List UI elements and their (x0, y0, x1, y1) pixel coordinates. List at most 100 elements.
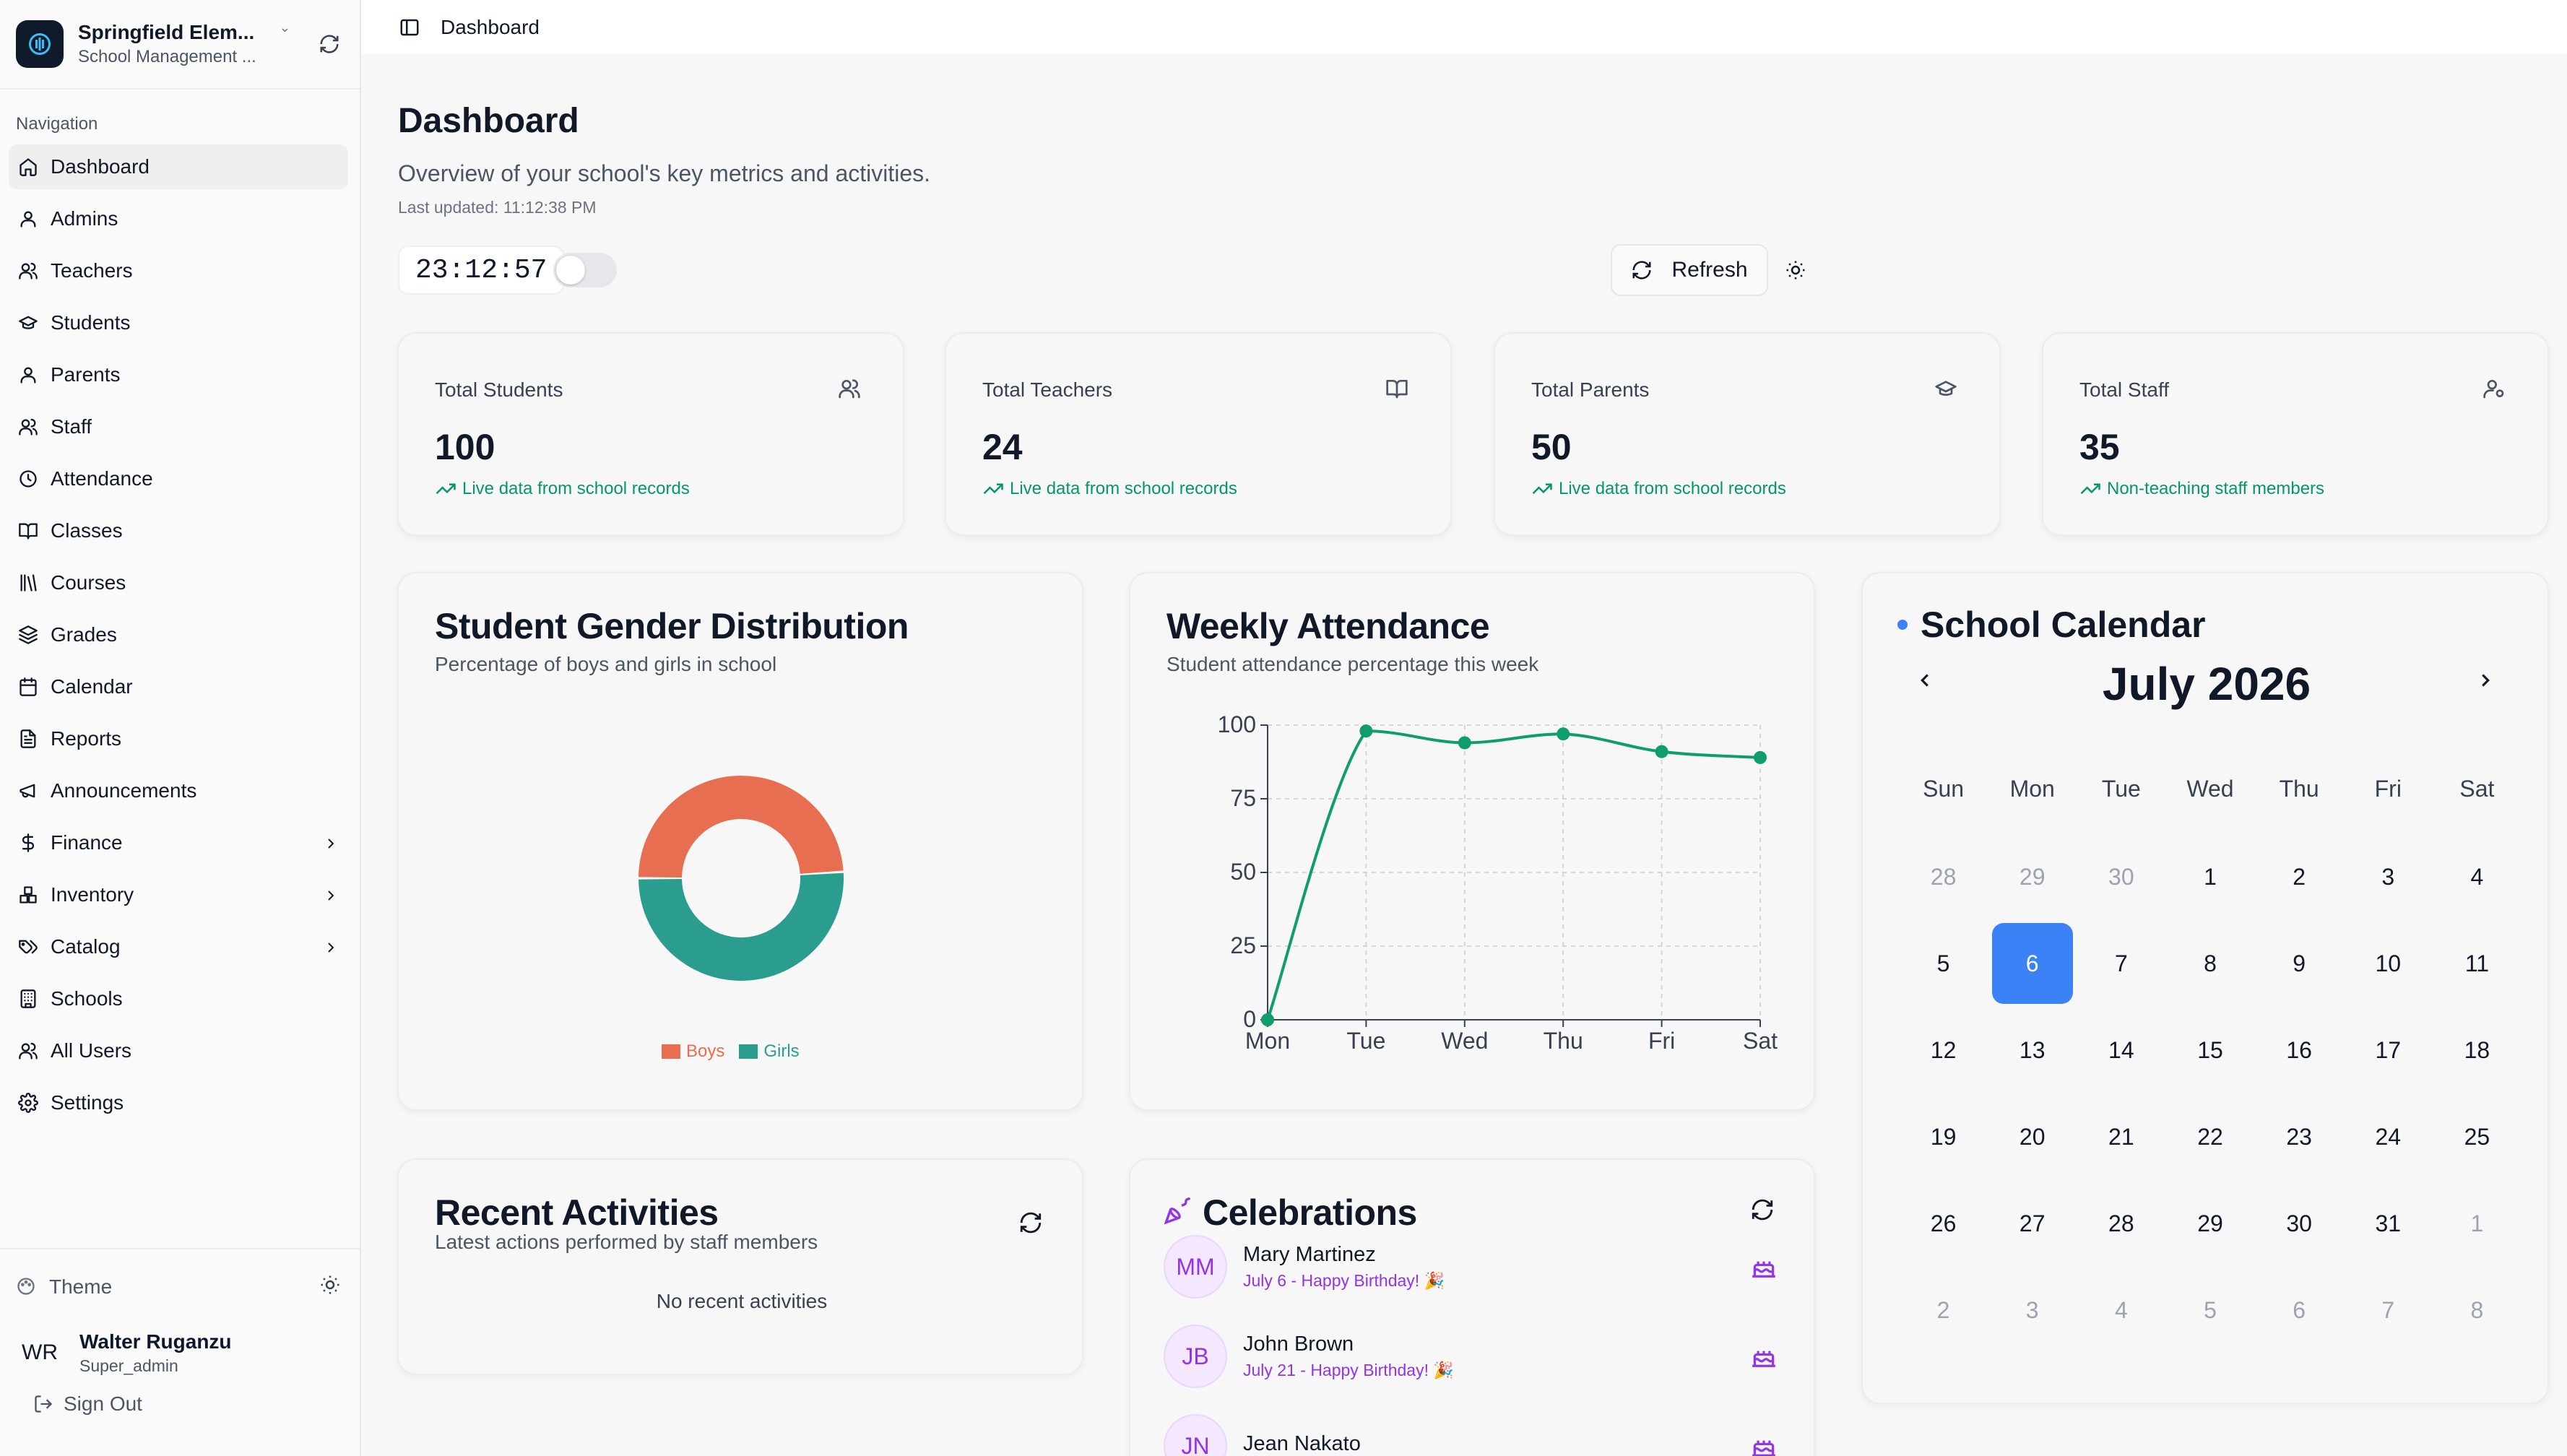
sidebar-item-label: Inventory (51, 883, 134, 906)
card-title: Celebrations (1203, 1192, 1417, 1233)
refresh-icon[interactable] (1018, 1210, 1044, 1236)
calendar-day[interactable]: 30 (2108, 863, 2134, 890)
calendar-day[interactable]: 12 (1930, 1036, 1957, 1063)
donut-slice-boys[interactable] (638, 776, 844, 878)
calendar-day[interactable]: 20 (2019, 1123, 2046, 1150)
calendar-day[interactable]: 18 (2464, 1036, 2490, 1063)
calendar-day[interactable]: 28 (2108, 1210, 2134, 1236)
sidebar-item-all-users[interactable]: All Users (9, 1028, 348, 1073)
school-switcher[interactable]: Springfield Elem... School Management ..… (0, 0, 360, 90)
sidebar-item-schools[interactable]: Schools (9, 976, 348, 1021)
sidebar-item-label: Classes (51, 519, 123, 542)
data-point-sat[interactable] (1754, 750, 1767, 764)
data-point-mon[interactable] (1261, 1013, 1274, 1026)
sidebar-item-settings[interactable]: Settings (9, 1080, 348, 1125)
sidebar-item-teachers[interactable]: Teachers (9, 248, 348, 293)
sidebar-item-parents[interactable]: Parents (9, 352, 348, 397)
calendar-day[interactable]: 7 (2381, 1296, 2395, 1323)
calendar-day[interactable]: 16 (2286, 1036, 2312, 1063)
file-text-icon (17, 728, 39, 750)
calendar-day[interactable]: 30 (2286, 1210, 2312, 1236)
sidebar-item-grades[interactable]: Grades (9, 612, 348, 657)
calendar-week: 2 3 4 5 6 7 8 (1899, 1267, 2521, 1353)
user-profile[interactable]: WR Walter Ruganzu Super_admin (0, 1310, 360, 1377)
calendar-day[interactable]: 27 (2019, 1210, 2046, 1236)
calendar-day[interactable]: 29 (2197, 1210, 2223, 1236)
sun-icon[interactable] (319, 1274, 341, 1301)
calendar-day[interactable]: 2 (1936, 1296, 1950, 1323)
calendar-day[interactable]: 7 (2114, 950, 2128, 976)
calendar-day[interactable]: 29 (2019, 863, 2046, 890)
data-point-tue[interactable] (1359, 724, 1373, 738)
live-clock: 23:12:57 (398, 246, 565, 295)
stat-value: 100 (435, 427, 495, 467)
calendar-day[interactable]: 10 (2375, 950, 2402, 976)
calendar-day[interactable]: 1 (2470, 1210, 2484, 1236)
trending-up-icon (1531, 478, 1559, 500)
theme-toggle[interactable]: Theme (9, 1264, 348, 1310)
calendar-day[interactable]: 24 (2375, 1123, 2402, 1150)
chevron-left-icon[interactable] (1910, 666, 1939, 695)
sidebar-item-reports[interactable]: Reports (9, 716, 348, 761)
sidebar-item-staff[interactable]: Staff (9, 404, 348, 449)
sidebar-item-classes[interactable]: Classes (9, 508, 348, 553)
weekday-label: Thu (2279, 776, 2319, 802)
palette-icon (16, 1276, 38, 1298)
data-point-fri[interactable] (1655, 745, 1668, 758)
calendar-day[interactable]: 21 (2108, 1123, 2134, 1150)
sidebar-item-catalog[interactable]: Catalog (9, 924, 348, 969)
calendar-day[interactable]: 8 (2470, 1296, 2484, 1323)
sidebar-item-courses[interactable]: Courses (9, 560, 348, 605)
calendar-day[interactable]: 26 (1930, 1210, 1957, 1236)
data-point-wed[interactable] (1458, 736, 1471, 750)
chevron-right-icon[interactable] (2471, 666, 2500, 695)
sidebar-item-label: Catalog (51, 935, 121, 958)
auto-refresh-toggle[interactable] (553, 253, 617, 287)
sidebar-item-inventory[interactable]: Inventory (9, 872, 348, 917)
donut-slice-girls[interactable] (638, 872, 844, 981)
sidebar-item-announcements[interactable]: Announcements (9, 768, 348, 813)
calendar-day[interactable]: 1 (2204, 863, 2217, 890)
calendar-day-selected[interactable]: 6 (1991, 923, 2073, 1004)
calendar-day[interactable]: 17 (2375, 1036, 2402, 1063)
topbar: Dashboard (361, 0, 2567, 54)
calendar-day[interactable]: 6 (2293, 1296, 2306, 1323)
page-title: Dashboard (398, 102, 579, 140)
refresh-icon[interactable] (315, 30, 344, 58)
calendar-day[interactable]: 5 (1936, 950, 1950, 976)
calendar-day[interactable]: 23 (2286, 1123, 2312, 1150)
stat-label: Total Parents (1531, 378, 1650, 401)
calendar-day[interactable]: 19 (1930, 1123, 1957, 1150)
calendar-day[interactable]: 31 (2375, 1210, 2402, 1236)
sidebar-item-label: Finance (51, 831, 123, 854)
calendar-day[interactable]: 4 (2114, 1296, 2128, 1323)
calendar-day[interactable]: 9 (2293, 950, 2306, 976)
sidebar-item-students[interactable]: Students (9, 300, 348, 345)
calendar-day[interactable]: 25 (2464, 1123, 2490, 1150)
refresh-button[interactable]: Refresh (1611, 244, 1768, 296)
calendar-day[interactable]: 14 (2108, 1036, 2134, 1063)
refresh-icon[interactable] (1750, 1197, 1776, 1223)
sidebar-item-dashboard[interactable]: Dashboard (9, 144, 348, 189)
sidebar-item-attendance[interactable]: Attendance (9, 456, 348, 501)
calendar-day[interactable]: 28 (1930, 863, 1957, 890)
calendar-day[interactable]: 13 (2019, 1036, 2046, 1063)
calendar-day[interactable]: 2 (2293, 863, 2306, 890)
sidebar-item-label: All Users (51, 1039, 132, 1062)
sun-icon[interactable] (1778, 253, 1813, 287)
gender-distribution-card: Student Gender Distribution Percentage o… (397, 572, 1083, 1111)
calendar-day[interactable]: 15 (2197, 1036, 2223, 1063)
calendar-day[interactable]: 11 (2464, 950, 2490, 976)
calendar-day[interactable]: 5 (2204, 1296, 2217, 1323)
sign-out-button[interactable]: Sign Out (0, 1377, 360, 1416)
sidebar-toggle-icon[interactable] (399, 17, 420, 38)
calendar-day[interactable]: 8 (2204, 950, 2217, 976)
calendar-day[interactable]: 3 (2025, 1296, 2039, 1323)
calendar-day[interactable]: 3 (2381, 863, 2395, 890)
sidebar-item-admins[interactable]: Admins (9, 196, 348, 241)
sidebar-item-finance[interactable]: Finance (9, 820, 348, 865)
calendar-day[interactable]: 4 (2470, 863, 2484, 890)
sidebar-item-calendar[interactable]: Calendar (9, 664, 348, 709)
data-point-thu[interactable] (1557, 727, 1570, 741)
calendar-day[interactable]: 22 (2197, 1123, 2223, 1150)
